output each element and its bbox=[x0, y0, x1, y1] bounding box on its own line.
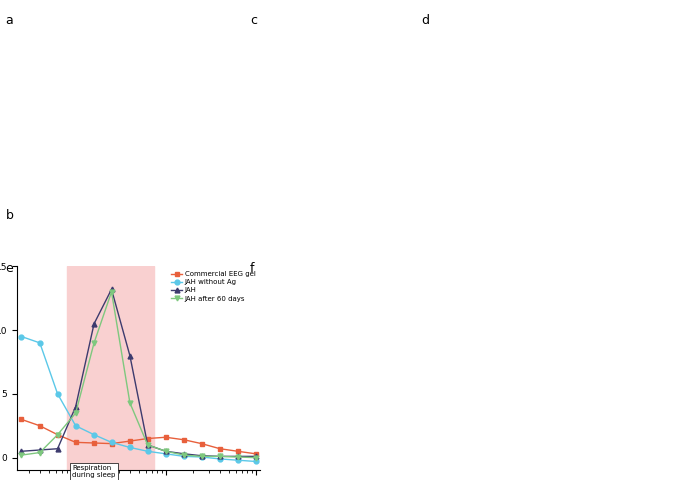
Text: c: c bbox=[250, 14, 257, 27]
JAH without Ag bbox=[251, 458, 260, 464]
JAH without Ag bbox=[126, 444, 134, 450]
Text: b: b bbox=[5, 209, 13, 222]
JAH bbox=[197, 453, 205, 458]
Commercial EEG gel bbox=[144, 436, 152, 442]
JAH after 60 days bbox=[17, 452, 25, 458]
JAH without Ag bbox=[108, 440, 116, 445]
JAH after 60 days bbox=[216, 454, 224, 459]
JAH bbox=[234, 454, 242, 459]
Line: JAH after 60 days: JAH after 60 days bbox=[19, 289, 258, 460]
JAH without Ag bbox=[216, 456, 224, 462]
JAH after 60 days bbox=[90, 340, 98, 346]
JAH bbox=[251, 454, 260, 459]
JAH without Ag bbox=[162, 451, 170, 456]
JAH after 60 days bbox=[126, 400, 134, 406]
Commercial EEG gel bbox=[53, 432, 62, 438]
Commercial EEG gel bbox=[180, 437, 188, 443]
Commercial EEG gel bbox=[126, 438, 134, 444]
Commercial EEG gel bbox=[234, 448, 242, 454]
JAH after 60 days bbox=[180, 452, 188, 458]
JAH without Ag bbox=[234, 457, 242, 463]
JAH bbox=[216, 454, 224, 459]
Commercial EEG gel bbox=[17, 417, 25, 422]
JAH bbox=[126, 353, 134, 359]
JAH bbox=[17, 448, 25, 454]
Commercial EEG gel bbox=[251, 451, 260, 456]
JAH bbox=[90, 321, 98, 327]
Bar bbox=[67, 266, 155, 470]
JAH without Ag bbox=[197, 454, 205, 460]
JAH bbox=[162, 448, 170, 454]
JAH without Ag bbox=[90, 432, 98, 438]
Line: Commercial EEG gel: Commercial EEG gel bbox=[19, 417, 258, 456]
JAH after 60 days bbox=[53, 432, 62, 438]
JAH bbox=[36, 447, 44, 453]
Line: JAH: JAH bbox=[19, 287, 258, 459]
Text: a: a bbox=[5, 14, 13, 27]
Commercial EEG gel bbox=[162, 434, 170, 440]
Commercial EEG gel bbox=[108, 441, 116, 446]
JAH without Ag bbox=[144, 448, 152, 454]
JAH after 60 days bbox=[36, 450, 44, 456]
Commercial EEG gel bbox=[216, 446, 224, 452]
Commercial EEG gel bbox=[71, 440, 79, 445]
Text: e: e bbox=[5, 262, 13, 275]
Text: f: f bbox=[250, 262, 255, 275]
JAH bbox=[180, 451, 188, 456]
Text: d: d bbox=[421, 14, 429, 27]
JAH without Ag bbox=[17, 334, 25, 339]
JAH after 60 days bbox=[251, 455, 260, 460]
Commercial EEG gel bbox=[36, 423, 44, 429]
JAH after 60 days bbox=[234, 454, 242, 460]
JAH after 60 days bbox=[162, 448, 170, 454]
JAH without Ag bbox=[180, 454, 188, 459]
JAH after 60 days bbox=[197, 454, 205, 459]
Commercial EEG gel bbox=[197, 441, 205, 446]
JAH bbox=[144, 442, 152, 448]
JAH after 60 days bbox=[144, 442, 152, 448]
JAH after 60 days bbox=[108, 289, 116, 295]
JAH bbox=[53, 446, 62, 452]
Line: JAH without Ag: JAH without Ag bbox=[19, 334, 258, 464]
JAH without Ag bbox=[36, 340, 44, 346]
JAH without Ag bbox=[53, 391, 62, 397]
JAH after 60 days bbox=[71, 410, 79, 416]
Commercial EEG gel bbox=[90, 440, 98, 446]
Legend: Commercial EEG gel, JAH without Ag, JAH, JAH after 60 days: Commercial EEG gel, JAH without Ag, JAH,… bbox=[170, 270, 257, 303]
JAH without Ag bbox=[71, 423, 79, 429]
JAH bbox=[108, 287, 116, 292]
Text: Respiration
during sleep: Respiration during sleep bbox=[73, 465, 116, 478]
JAH bbox=[71, 404, 79, 409]
